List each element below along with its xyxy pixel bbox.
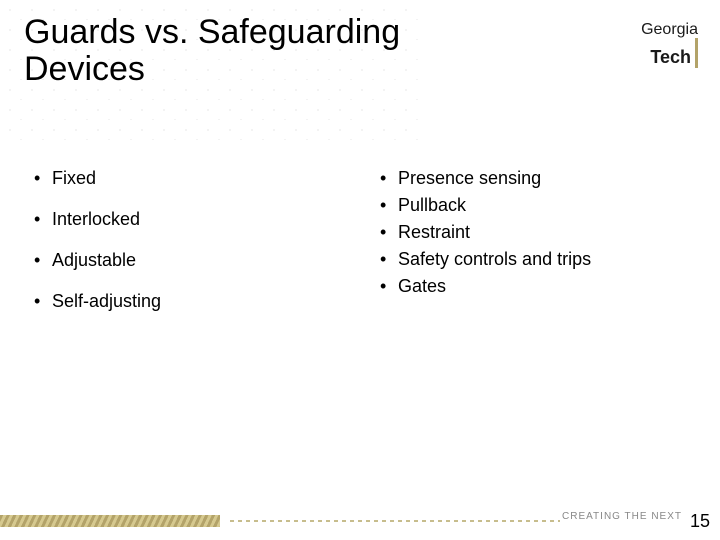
list-item: Pullback [380, 192, 700, 219]
logo: Georgia Tech [588, 22, 698, 68]
footer-stripe-left-icon [0, 515, 220, 527]
left-column: Fixed Interlocked Adjustable Self-adjust… [34, 165, 334, 329]
list-item: Self-adjusting [34, 288, 334, 315]
right-list: Presence sensing Pullback Restraint Safe… [380, 165, 700, 300]
slide-title: Guards vs. Safeguarding Devices [24, 14, 444, 89]
list-item: Adjustable [34, 247, 334, 274]
left-list: Fixed Interlocked Adjustable Self-adjust… [34, 165, 334, 315]
page-number: 15 [690, 511, 710, 532]
right-column: Presence sensing Pullback Restraint Safe… [380, 165, 700, 300]
footer-stripe-right-icon [230, 520, 560, 522]
list-item: Restraint [380, 219, 700, 246]
footer-mark: CREATING THE NEXT [562, 511, 682, 522]
list-item: Fixed [34, 165, 334, 192]
logo-line1: Georgia [588, 22, 698, 38]
logo-bar-icon [695, 38, 698, 68]
list-item: Gates [380, 273, 700, 300]
list-item: Presence sensing [380, 165, 700, 192]
logo-line2: Tech [650, 47, 691, 67]
slide: Guards vs. Safeguarding Devices Georgia … [0, 0, 720, 540]
list-item: Interlocked [34, 206, 334, 233]
list-item: Safety controls and trips [380, 246, 700, 273]
